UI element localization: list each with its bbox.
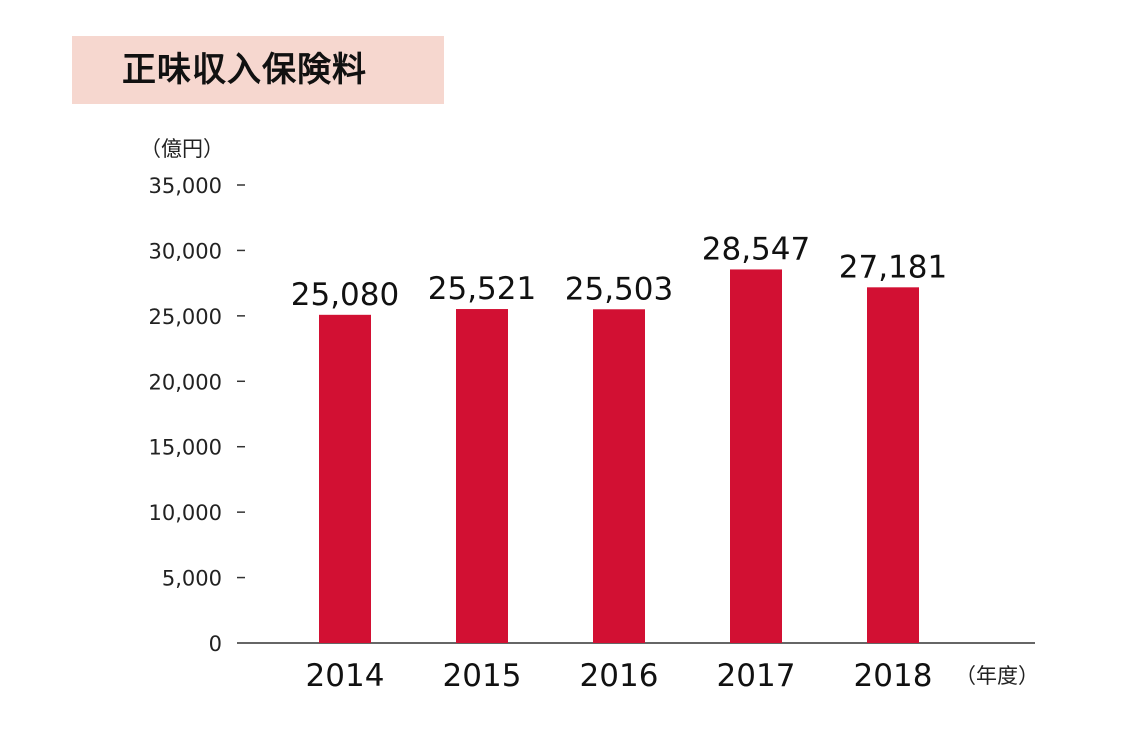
y-axis-unit-label: （億円）: [140, 137, 224, 161]
x-tick-label: 2016: [580, 658, 659, 694]
y-tick-label: 25,000: [149, 305, 222, 329]
x-tick-label: 2014: [306, 658, 385, 694]
x-axis-unit-label: （年度）: [955, 664, 1039, 688]
bar-2016: [593, 309, 645, 643]
bar-value-label: 28,547: [702, 231, 810, 267]
y-tick-label: 10,000: [149, 501, 222, 525]
bars-group: 25,080 2014 25,521 2015 25,503 2016 28,547 2017…: [291, 231, 947, 694]
y-axis: 0 5,000 10,000 15,000 20,000 25,000 30,000 35,0…: [149, 174, 245, 656]
y-tick-label: 20,000: [149, 370, 222, 394]
chart-title-box: 正味収入保険料: [72, 36, 444, 104]
bar-value-label: 25,080: [291, 277, 399, 313]
y-tick-label: 5,000: [162, 567, 222, 591]
bar-value-label: 25,503: [565, 271, 673, 307]
y-tick-label: 15,000: [149, 436, 222, 460]
bar-2017: [730, 269, 782, 643]
bar-value-label: 25,521: [428, 271, 536, 307]
x-tick-label: 2015: [443, 658, 522, 694]
bar-2015: [456, 309, 508, 643]
bar-2014: [319, 314, 371, 643]
bar-value-label: 27,181: [839, 249, 947, 285]
bar-2018: [867, 287, 919, 643]
chart-title: 正味収入保険料: [122, 50, 367, 90]
x-tick-label: 2017: [717, 658, 796, 694]
y-tick-label: 35,000: [149, 174, 222, 198]
x-tick-label: 2018: [854, 658, 933, 694]
y-tick-label: 30,000: [149, 239, 222, 263]
y-tick-label: 0: [209, 632, 222, 656]
